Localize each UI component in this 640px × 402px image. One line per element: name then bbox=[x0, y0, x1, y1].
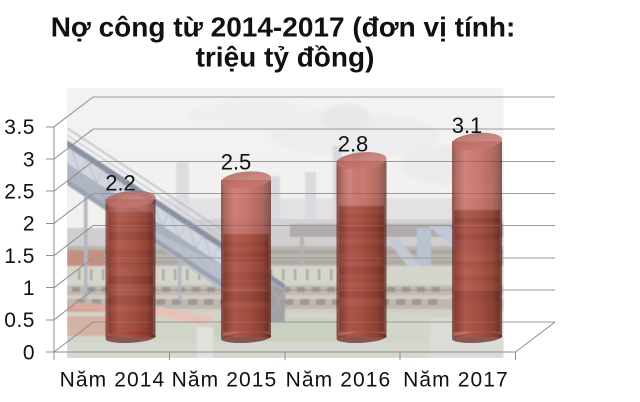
svg-text:Năm 2014: Năm 2014 bbox=[60, 368, 166, 391]
svg-text:2.8: 2.8 bbox=[338, 132, 369, 157]
svg-text:0.5: 0.5 bbox=[4, 309, 35, 332]
svg-text:0: 0 bbox=[23, 341, 35, 364]
svg-text:3: 3 bbox=[23, 148, 35, 171]
svg-text:2.5: 2.5 bbox=[4, 180, 35, 203]
svg-text:2.2: 2.2 bbox=[105, 171, 136, 196]
svg-text:Năm 2015: Năm 2015 bbox=[172, 368, 278, 391]
svg-text:1.5: 1.5 bbox=[4, 245, 35, 268]
svg-text:2.5: 2.5 bbox=[221, 150, 252, 175]
svg-text:Nợ công từ 2014-2017 (đơn vị t: Nợ công từ 2014-2017 (đơn vị tính: bbox=[51, 12, 516, 43]
svg-text:3.5: 3.5 bbox=[4, 116, 35, 139]
svg-text:2: 2 bbox=[23, 213, 35, 236]
svg-text:3.1: 3.1 bbox=[452, 113, 483, 138]
svg-text:Năm 2016: Năm 2016 bbox=[286, 368, 392, 391]
svg-text:Năm 2017: Năm 2017 bbox=[403, 368, 509, 391]
svg-text:triệu tỷ đồng): triệu tỷ đồng) bbox=[196, 42, 375, 73]
svg-text:1: 1 bbox=[23, 277, 35, 300]
